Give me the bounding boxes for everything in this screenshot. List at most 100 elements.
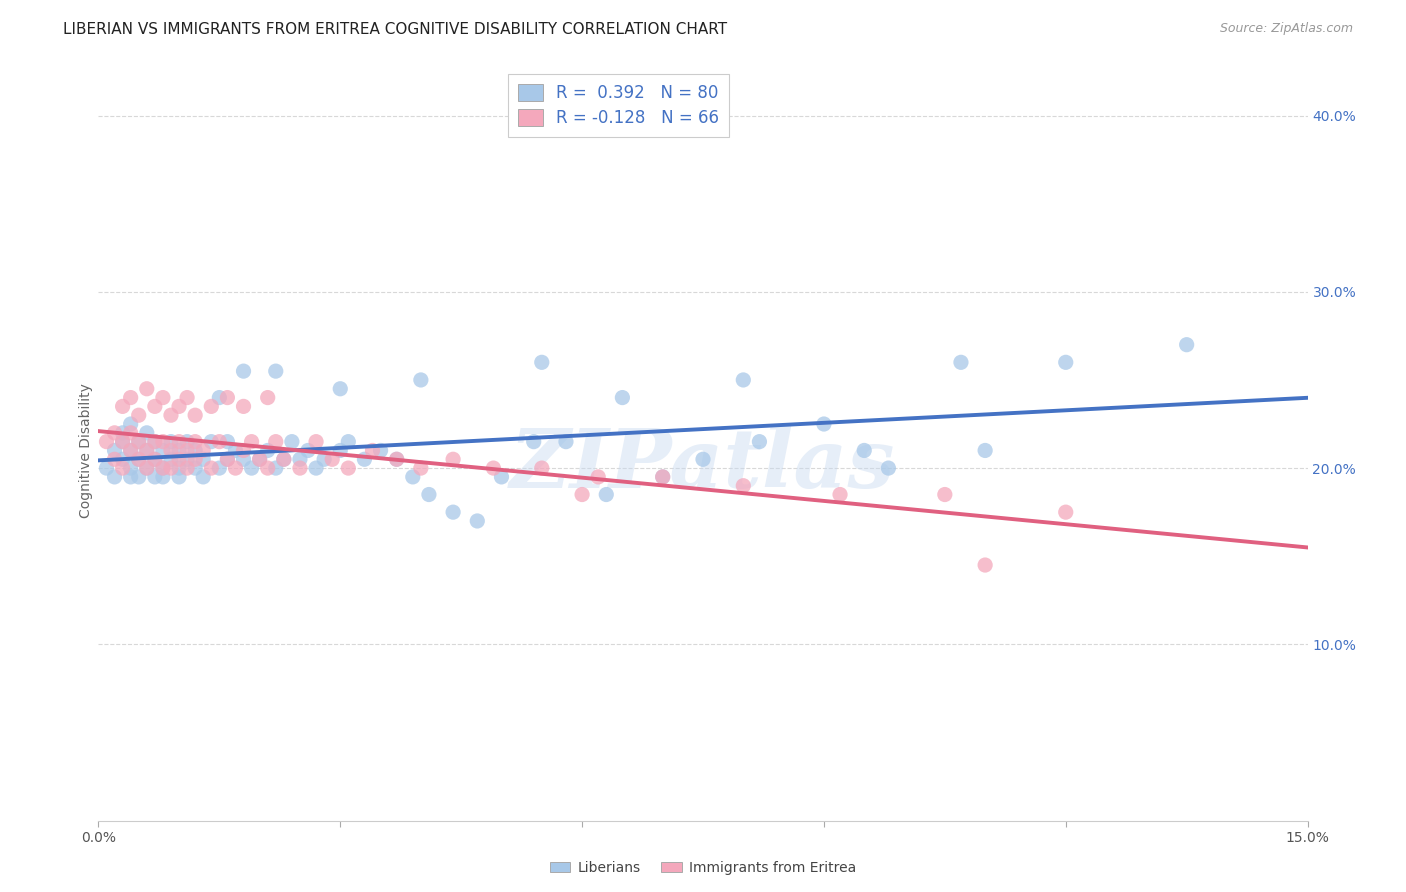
Point [200, 434, 222, 449]
Point [612, 391, 634, 405]
Point [135, 382, 157, 396]
Point [143, 434, 166, 449]
Point [353, 452, 375, 467]
Point [143, 400, 166, 414]
Point [329, 443, 352, 458]
Point [208, 434, 231, 449]
Point [128, 452, 150, 467]
Point [160, 443, 183, 458]
Point [418, 487, 440, 501]
Point [441, 452, 464, 467]
Point [586, 470, 609, 484]
Point [974, 558, 997, 572]
Point [409, 373, 432, 387]
Point [232, 443, 254, 458]
Point [135, 443, 157, 458]
Legend: R =  0.392   N = 80, R = -0.128   N = 66: R = 0.392 N = 80, R = -0.128 N = 66 [508, 74, 730, 136]
Point [120, 425, 142, 440]
Point [96, 434, 118, 449]
Point [1054, 505, 1077, 519]
Point [152, 461, 174, 475]
Point [402, 470, 425, 484]
Point [160, 408, 183, 422]
Point [256, 443, 278, 458]
Point [337, 434, 360, 449]
Legend: Liberians, Immigrants from Eritrea: Liberians, Immigrants from Eritrea [544, 855, 862, 880]
Point [361, 443, 384, 458]
Point [103, 425, 125, 440]
Point [273, 452, 295, 467]
Text: Source: ZipAtlas.com: Source: ZipAtlas.com [1219, 22, 1353, 36]
Point [135, 461, 157, 475]
Point [217, 452, 239, 467]
Point [297, 443, 319, 458]
Point [409, 461, 432, 475]
Point [385, 452, 408, 467]
Point [103, 443, 125, 458]
Point [103, 470, 125, 484]
Point [853, 443, 876, 458]
Point [128, 470, 150, 484]
Point [152, 461, 174, 475]
Point [733, 373, 755, 387]
Text: ZIPatlas: ZIPatlas [510, 425, 896, 505]
Point [249, 452, 271, 467]
Point [120, 443, 142, 458]
Point [240, 434, 263, 449]
Point [120, 461, 142, 475]
Point [111, 400, 134, 414]
Point [217, 391, 239, 405]
Point [135, 425, 157, 440]
Text: LIBERIAN VS IMMIGRANTS FROM ERITREA COGNITIVE DISABILITY CORRELATION CHART: LIBERIAN VS IMMIGRANTS FROM ERITREA COGN… [63, 22, 727, 37]
Point [224, 461, 246, 475]
Point [530, 461, 553, 475]
Point [273, 452, 295, 467]
Point [193, 452, 215, 467]
Point [264, 434, 287, 449]
Point [184, 408, 207, 422]
Point [96, 461, 118, 475]
Point [152, 470, 174, 484]
Point [232, 452, 254, 467]
Point [949, 355, 972, 369]
Point [224, 443, 246, 458]
Point [128, 408, 150, 422]
Point [167, 470, 190, 484]
Point [193, 443, 215, 458]
Point [217, 434, 239, 449]
Point [128, 434, 150, 449]
Point [385, 452, 408, 467]
Point [813, 417, 835, 431]
Point [249, 452, 271, 467]
Point [828, 487, 851, 501]
Point [167, 443, 190, 458]
Point [103, 452, 125, 467]
Point [152, 443, 174, 458]
Point [232, 364, 254, 378]
Point [321, 452, 343, 467]
Point [111, 461, 134, 475]
Point [217, 452, 239, 467]
Point [184, 434, 207, 449]
Point [200, 461, 222, 475]
Point [240, 461, 263, 475]
Point [208, 391, 231, 405]
Point [184, 443, 207, 458]
Point [337, 461, 360, 475]
Point [152, 391, 174, 405]
Point [595, 487, 617, 501]
Point [128, 452, 150, 467]
Point [176, 443, 198, 458]
Point [256, 461, 278, 475]
Point [305, 461, 328, 475]
Point [160, 461, 183, 475]
Point [184, 461, 207, 475]
Point [160, 434, 183, 449]
Point [167, 452, 190, 467]
Point [733, 479, 755, 493]
Point [264, 364, 287, 378]
Point [692, 452, 714, 467]
Point [120, 470, 142, 484]
Point [651, 470, 673, 484]
Point [176, 434, 198, 449]
